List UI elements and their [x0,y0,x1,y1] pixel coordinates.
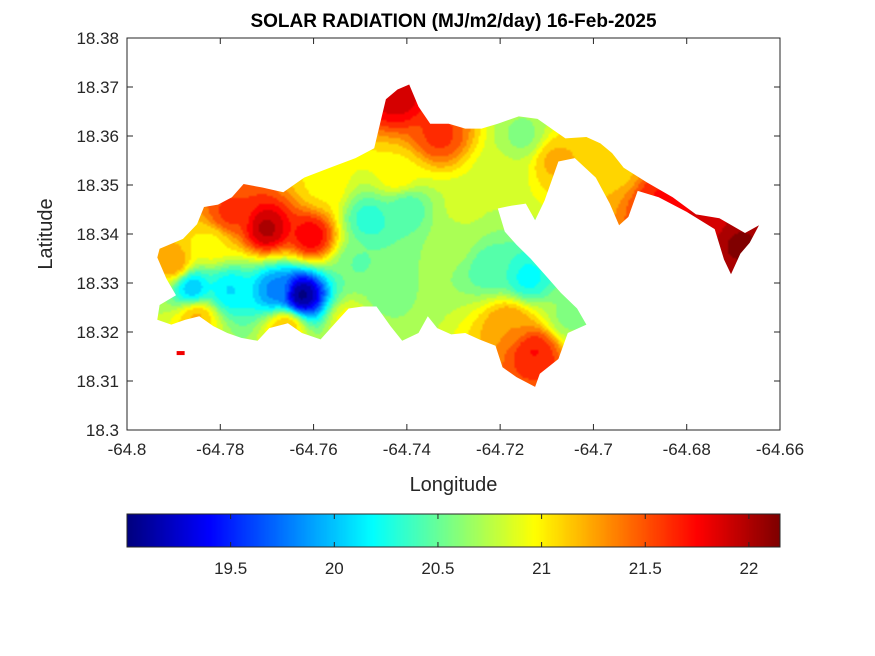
colorbar-tick-label: 21.5 [629,559,662,578]
colorbar-tick-label: 20.5 [421,559,454,578]
colorbar [127,514,780,547]
colorbar-tick-label: 21 [532,559,551,578]
y-tick-label: 18.35 [76,176,119,195]
colorbar-tick-label: 22 [739,559,758,578]
y-tick-label: 18.3 [86,421,119,440]
x-tick-label: -64.8 [108,440,147,459]
detached-islets [176,351,185,356]
y-axis-label: Latitude [35,198,57,269]
y-tick-label: 18.37 [76,78,119,97]
x-tick-label: -64.78 [196,440,244,459]
colorbar-box [126,513,781,548]
islet-mark [176,351,185,356]
x-tick-label: -64.76 [289,440,337,459]
y-tick-label: 18.34 [76,225,119,244]
y-tick-label: 18.36 [76,127,119,146]
y-axis: 18.3 18.31 18.32 18.33 18.34 18.35 18.36 18.37 1… [76,29,780,440]
x-tick-label: -64.68 [663,440,711,459]
colorbar-ticks: 19.5 20 20.5 21 21.5 22 [214,514,758,578]
x-tick-label: -64.74 [383,440,431,459]
chart-title: SOLAR RADIATION (MJ/m2/day) 16-Feb-2025 [250,11,657,32]
colorbar-tick-label: 19.5 [214,559,247,578]
colorbar-tick-label: 20 [325,559,344,578]
y-tick-label: 18.38 [76,29,119,48]
y-tick-label: 18.31 [76,372,119,391]
y-tick-label: 18.32 [76,323,119,342]
x-axis-label: Longitude [410,474,498,496]
x-axis: -64.8 -64.78 -64.76 -64.74 -64.72 -64.7 -64.68… [108,38,804,459]
y-tick-label: 18.33 [76,274,119,293]
x-tick-label: -64.66 [756,440,804,459]
x-tick-label: -64.7 [574,440,613,459]
x-tick-label: -64.72 [476,440,524,459]
